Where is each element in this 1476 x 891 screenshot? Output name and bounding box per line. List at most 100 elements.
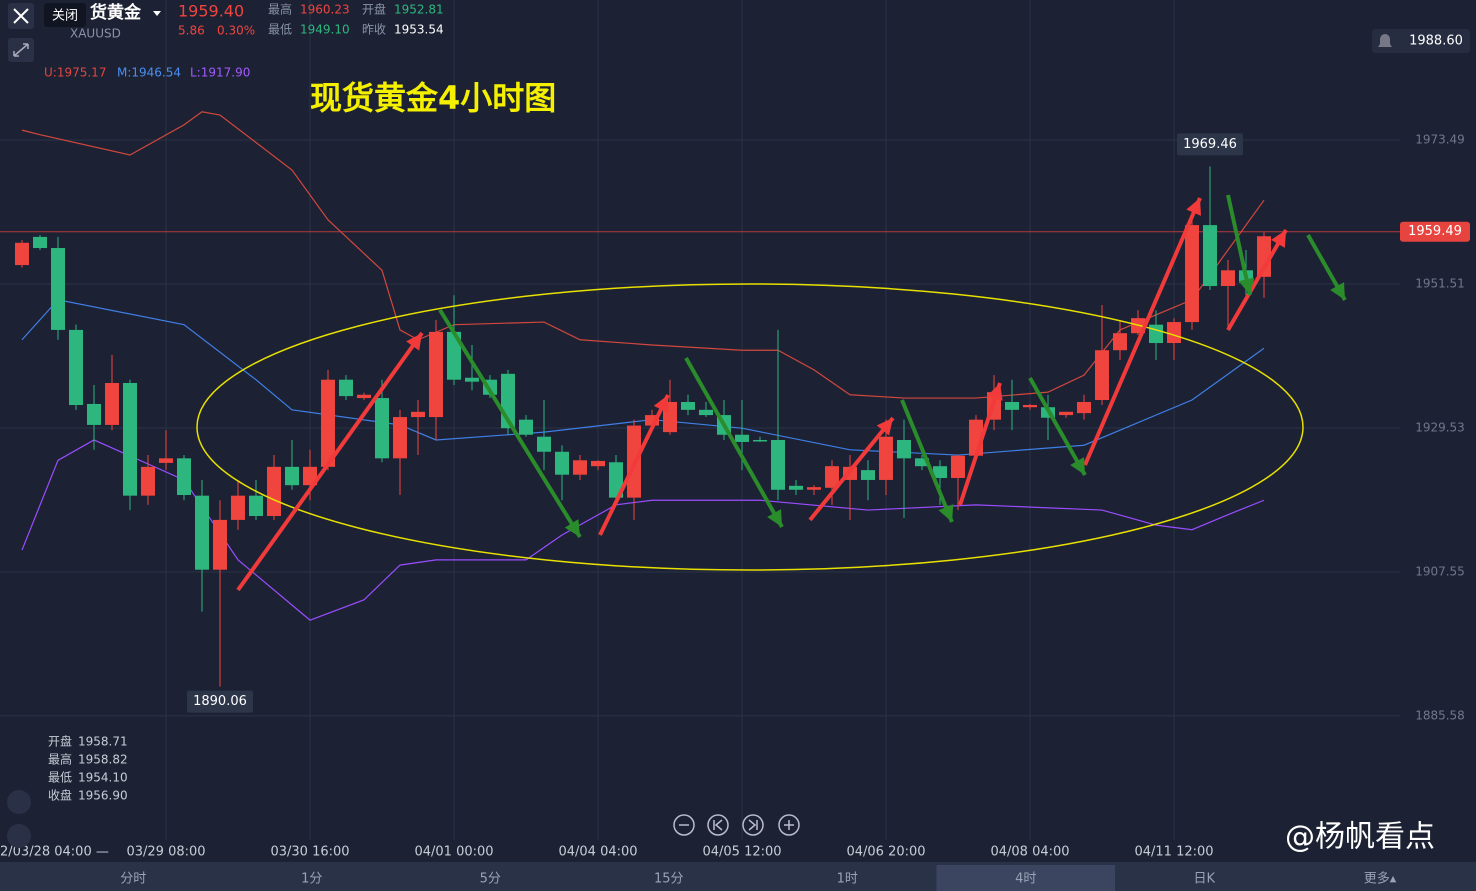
candle-body — [1095, 350, 1109, 401]
candle-body — [123, 382, 137, 496]
current-price-label: 1959.49 — [1408, 224, 1462, 239]
tab[interactable]: 更多▴ — [1364, 871, 1397, 887]
arrow-head — [406, 333, 422, 351]
tab[interactable]: 1时 — [837, 872, 858, 887]
ohlc-label: 开盘 — [48, 734, 72, 749]
candle-body — [141, 466, 155, 496]
x-tick-label: 03/29 08:00 — [126, 845, 205, 860]
extreme-box — [1177, 133, 1243, 156]
trend-arrow — [1083, 197, 1202, 466]
candle-body — [573, 460, 587, 475]
candle-body — [177, 458, 191, 496]
tab[interactable]: 分时 — [120, 872, 146, 887]
y-tick-label: 1907.55 — [1415, 564, 1465, 578]
alert-price: 1988.60 — [1409, 34, 1463, 49]
candle-body — [375, 398, 389, 459]
x-tick-label: 04/11 12:00 — [1134, 845, 1213, 860]
change: 5.86 — [178, 24, 205, 38]
indicator-label: M:1946.54 — [117, 66, 181, 80]
close-icon — [13, 8, 29, 24]
candle-body — [321, 379, 335, 467]
tab[interactable]: 1分 — [301, 872, 322, 887]
x-tick-label: 04/04 04:00 — [558, 845, 637, 860]
candle-body — [1113, 333, 1127, 351]
candle-body — [807, 487, 821, 490]
chart-title: 现货黄金4小时图 — [310, 79, 556, 117]
stats: 最高 1960.23 开盘 1952.81 最低 1949.10 昨收 1953.54 — [268, 2, 444, 37]
candle-body — [249, 495, 263, 516]
tool-button[interactable] — [7, 790, 31, 814]
arrow-head — [876, 418, 893, 436]
candle-body — [753, 439, 767, 442]
candle-body — [1023, 404, 1037, 408]
candle-body — [303, 466, 317, 486]
trend-arrow — [1028, 377, 1087, 476]
candle-body — [825, 466, 839, 488]
stat-value: 1953.54 — [394, 23, 444, 37]
stat-value: 1952.81 — [394, 3, 444, 17]
tabs: 分时 1分 5分 15分 1时 4时 日K 更多▴ — [120, 865, 1397, 891]
candle-body — [159, 458, 173, 463]
current-price-box — [1400, 221, 1470, 242]
dropdown-caret[interactable] — [153, 11, 161, 16]
candle-body — [537, 436, 551, 452]
trend-arrow — [958, 382, 1002, 506]
go-end[interactable] — [742, 814, 764, 836]
candle-body — [771, 439, 785, 490]
candle-body — [861, 470, 875, 480]
candle-body — [447, 331, 461, 380]
candle-body — [69, 329, 83, 405]
candle-body — [1257, 236, 1271, 277]
x-tick-label: 2/03/28 04:00 — — [0, 845, 109, 860]
tab-bar — [0, 862, 1476, 891]
arrow-head — [1070, 457, 1085, 475]
candle-body — [1059, 411, 1073, 416]
candle-body — [1203, 225, 1217, 287]
arrow-head — [767, 509, 782, 527]
trend-arrow — [438, 308, 582, 539]
candle-body — [339, 379, 353, 397]
candle-body — [933, 466, 947, 478]
x-tick-label: 04/05 12:00 — [702, 845, 781, 860]
tab[interactable]: 5分 — [480, 872, 501, 887]
tab[interactable]: 4时 — [1015, 872, 1036, 887]
active-tab — [936, 865, 1115, 891]
candle-body — [51, 248, 65, 330]
symbol: XAUUSD — [70, 27, 121, 41]
stat-label: 最高 — [268, 2, 292, 17]
candle-body — [465, 377, 479, 382]
tab[interactable]: 15分 — [654, 872, 684, 887]
trend-arrow — [808, 416, 895, 522]
price: 1959.40 — [178, 2, 244, 21]
arrow-head — [653, 395, 669, 413]
candle-body — [789, 485, 803, 490]
arrow-head — [1271, 230, 1286, 248]
tab[interactable]: 日K — [1193, 872, 1215, 887]
stat-value: 1960.23 — [300, 3, 350, 17]
y-tick-label: 1951.51 — [1415, 276, 1465, 290]
candle-body — [231, 495, 245, 520]
candle-body — [645, 415, 659, 426]
draw-button[interactable] — [7, 824, 31, 848]
arrow-head — [1330, 282, 1345, 300]
candle-body — [1185, 225, 1199, 323]
arrow-head — [564, 519, 580, 537]
instrument-name[interactable]: 货黄金 — [90, 2, 142, 23]
ohlc-value: 1954.10 — [78, 771, 128, 785]
extreme-box — [187, 690, 253, 713]
zoom-in[interactable] — [778, 814, 800, 836]
go-start[interactable] — [707, 814, 729, 836]
stat-label: 开盘 — [362, 2, 386, 17]
candle-body — [915, 458, 929, 467]
x-tick-label: 03/30 16:00 — [270, 845, 349, 860]
candle-body — [357, 394, 371, 399]
ohlc-value: 1956.90 — [78, 789, 128, 803]
band-line — [21, 111, 1265, 399]
alert-box[interactable] — [1372, 29, 1470, 53]
candle-body — [393, 417, 407, 459]
candle-body — [411, 411, 425, 418]
zoom-out[interactable] — [673, 814, 695, 836]
stat-label: 最低 — [268, 23, 292, 37]
